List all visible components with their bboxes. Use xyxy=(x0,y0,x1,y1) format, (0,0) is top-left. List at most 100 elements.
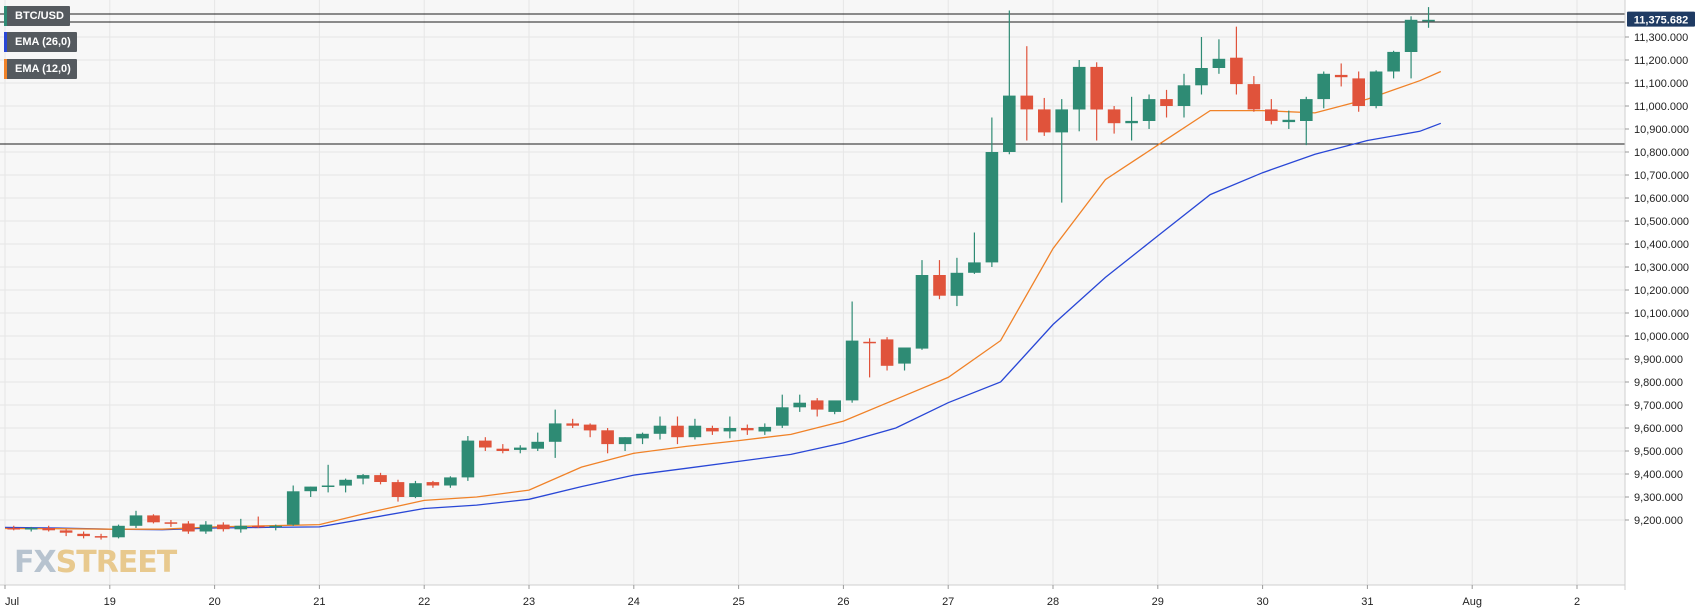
candle-body xyxy=(164,522,178,524)
candle-body xyxy=(653,425,667,434)
candle-body xyxy=(671,425,684,438)
candle-body xyxy=(234,525,248,530)
candle xyxy=(1300,96,1313,146)
y-tick-label: 9,200.000 xyxy=(1634,515,1683,527)
y-tick-label: 11,000.000 xyxy=(1634,101,1688,113)
candle-body xyxy=(793,402,806,408)
y-tick-label: 10,600.000 xyxy=(1634,193,1689,205)
candle-body xyxy=(706,428,719,432)
candle xyxy=(758,423,772,435)
candle-body xyxy=(199,524,213,532)
candle xyxy=(618,437,632,451)
candle xyxy=(304,486,317,497)
candle xyxy=(1055,99,1068,203)
y-tick-label: 11,200.000 xyxy=(1634,55,1688,67)
candle-body xyxy=(426,482,440,486)
candle xyxy=(129,510,143,529)
ema-26-swatch xyxy=(4,32,7,52)
y-tick-label: 10,300.000 xyxy=(1634,262,1689,274)
candle-body xyxy=(7,528,21,530)
candle xyxy=(1247,76,1261,112)
candle-body xyxy=(845,340,859,401)
ema-26-path xyxy=(4,122,1442,531)
candle xyxy=(339,478,352,493)
time-axis: Jul 19 20 21 22 23 24 25 26 27 28 29 30 31 Aug 2 xyxy=(4,585,1580,608)
candle xyxy=(583,423,597,438)
legend-ema-12[interactable]: EMA (12,0) xyxy=(4,59,77,79)
candle-body xyxy=(1090,66,1103,110)
candle-body xyxy=(1422,19,1435,22)
candle xyxy=(199,521,213,534)
candle-body xyxy=(583,424,597,431)
candle xyxy=(793,394,806,412)
candle xyxy=(1230,26,1243,95)
candle xyxy=(985,117,999,267)
candle xyxy=(863,338,876,378)
y-tick-label: 9,600.000 xyxy=(1634,423,1683,435)
y-tick-label: 9,300.000 xyxy=(1634,492,1683,504)
candle-body xyxy=(776,407,789,426)
x-tick-label: 23 xyxy=(523,596,535,608)
candle xyxy=(688,418,702,440)
candle-body xyxy=(1212,58,1226,68)
candle-body xyxy=(42,528,55,531)
candle-body xyxy=(1369,71,1383,106)
y-tick-label: 11,300.000 xyxy=(1634,32,1688,44)
y-tick-label: 10,000.000 xyxy=(1634,331,1689,343)
watermark-street: STREET xyxy=(55,545,178,580)
candle xyxy=(269,524,282,531)
symbol-swatch xyxy=(4,6,7,26)
candle xyxy=(356,474,370,485)
candle xyxy=(880,337,894,371)
y-tick-label: 11,100.000 xyxy=(1634,78,1688,90)
candle xyxy=(968,232,981,274)
ema-12-line xyxy=(4,70,1442,530)
candle-body xyxy=(566,423,579,426)
candle xyxy=(321,464,335,493)
candle xyxy=(1107,106,1121,134)
candle-body xyxy=(1247,84,1261,110)
y-tick-label: 10,100.000 xyxy=(1634,308,1689,320)
candle xyxy=(933,260,946,300)
candle xyxy=(514,445,527,454)
candle xyxy=(147,514,160,524)
candle xyxy=(1125,96,1138,141)
candle xyxy=(7,525,21,531)
legend-ema-26[interactable]: EMA (26,0) xyxy=(4,32,77,52)
candle xyxy=(164,520,178,527)
y-tick-label: 9,700.000 xyxy=(1634,400,1683,412)
candle-body xyxy=(636,433,649,439)
x-tick-label: 24 xyxy=(628,596,640,608)
legend-symbol[interactable]: BTC/USD xyxy=(4,6,70,26)
candle xyxy=(1020,46,1034,141)
candle-body xyxy=(461,440,475,478)
candle-body xyxy=(182,523,195,532)
candle-body xyxy=(356,475,370,479)
candle xyxy=(1404,16,1418,79)
candle-body xyxy=(810,400,824,410)
last-price-badge: 11,375.682 xyxy=(1627,11,1695,27)
candle xyxy=(286,485,300,526)
candle xyxy=(391,479,405,502)
candle xyxy=(234,518,248,533)
candle-body xyxy=(1003,95,1016,152)
candle-body xyxy=(1195,68,1208,86)
candle xyxy=(1177,73,1191,118)
candle xyxy=(496,444,510,454)
candle xyxy=(1003,10,1016,155)
candlesticks xyxy=(7,7,1435,540)
candle-body xyxy=(1038,109,1051,133)
y-tick-label: 9,400.000 xyxy=(1634,469,1683,481)
candle xyxy=(1265,99,1278,125)
candle-body xyxy=(723,428,737,432)
candle-body xyxy=(339,479,352,486)
candle xyxy=(898,347,911,371)
candle xyxy=(77,531,90,539)
candle xyxy=(1090,62,1103,141)
candle xyxy=(741,424,754,435)
candle-body xyxy=(1352,78,1365,106)
y-tick-label: 10,400.000 xyxy=(1634,239,1689,251)
candle-body xyxy=(758,426,772,432)
candle xyxy=(59,529,73,537)
